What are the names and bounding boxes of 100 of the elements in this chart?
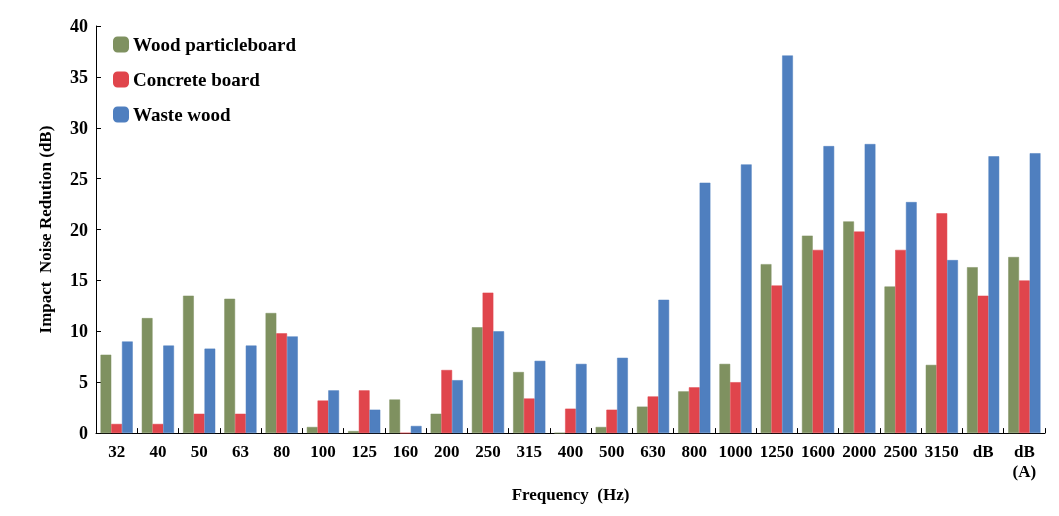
bar (843, 221, 854, 434)
x-tick-label: 800 (681, 441, 708, 461)
bar (925, 364, 937, 434)
bar (1019, 280, 1030, 434)
bar (111, 423, 122, 434)
bar (884, 286, 896, 434)
x-tick-label: 500 (599, 441, 625, 461)
bar (895, 249, 906, 434)
x-axis-title: Frequency (Hz) (511, 485, 630, 504)
y-tick-label: 10 (70, 321, 88, 342)
x-tick-label: 100 (310, 441, 336, 461)
bar (482, 292, 494, 434)
bar (575, 363, 587, 434)
bar (163, 345, 174, 434)
bar (823, 146, 835, 434)
bar (523, 398, 535, 434)
bar (441, 370, 453, 434)
y-axis-title: Impact Noise Redution (dB) (36, 125, 55, 334)
bar (699, 182, 711, 434)
legend-label: Wood particleboard (133, 34, 297, 55)
y-tick-label: 40 (70, 16, 88, 36)
x-tick-label: 40 (149, 441, 167, 461)
bar (595, 426, 607, 434)
y-tick-label: 25 (70, 168, 88, 189)
bar (905, 202, 917, 434)
x-tick-label: dB (972, 441, 994, 461)
x-tick-label: 3150 (924, 441, 959, 461)
bar (224, 298, 236, 434)
y-tick-label: 5 (79, 372, 88, 393)
x-tick-label: 1600 (801, 441, 836, 461)
legend-label: Waste wood (133, 104, 232, 125)
bar (853, 231, 865, 434)
bar (306, 426, 318, 434)
bar (617, 357, 628, 434)
x-tick-label: 200 (433, 441, 460, 461)
bar (389, 399, 401, 434)
bar (719, 363, 731, 434)
bar (317, 400, 329, 434)
y-tick-label: 35 (70, 66, 88, 87)
bar (812, 249, 824, 434)
bar (760, 264, 772, 434)
x-tick-label: 400 (557, 441, 584, 461)
bar (265, 313, 277, 434)
bar (534, 360, 546, 434)
x-tick-label: 32 (108, 441, 126, 461)
bar (801, 235, 813, 434)
bar (245, 345, 257, 434)
y-tick-label: 30 (70, 117, 88, 138)
x-tick-label: 1000 (718, 441, 753, 461)
bar (121, 341, 133, 434)
x-tick-label: 630 (640, 441, 666, 461)
bar (740, 164, 752, 434)
legend-label: Concrete board (133, 69, 261, 90)
x-tick-label: 2500 (883, 441, 918, 461)
bar (276, 333, 288, 434)
bar (977, 295, 989, 434)
x-tick-label: 315 (516, 441, 542, 461)
bar (864, 144, 876, 434)
bar (152, 423, 164, 434)
bar (493, 331, 505, 434)
x-tick-label: 160 (392, 441, 419, 461)
bar (936, 213, 948, 434)
y-tick-label: 20 (70, 219, 88, 240)
bar (100, 354, 112, 434)
bar (358, 390, 370, 434)
bar (730, 382, 741, 434)
bar (1008, 257, 1020, 434)
bar (967, 267, 978, 434)
x-tick-label: 80 (273, 441, 291, 461)
bar (430, 413, 442, 434)
bar (647, 396, 659, 434)
bar (1029, 153, 1041, 434)
bar (204, 348, 216, 434)
bar (513, 372, 524, 434)
bar (947, 260, 958, 434)
bar (782, 55, 793, 434)
bar (410, 425, 422, 434)
bar (183, 295, 194, 434)
x-tick-label: 1250 (759, 441, 794, 461)
bar (328, 390, 340, 434)
bar (678, 391, 689, 434)
bar (606, 409, 618, 434)
bar (369, 409, 381, 434)
x-tick-label: 63 (231, 441, 249, 461)
bar (471, 327, 483, 434)
x-tick-label: 125 (351, 441, 377, 461)
bar (452, 380, 463, 434)
bar (565, 408, 576, 434)
bar (141, 318, 153, 434)
bar (688, 387, 700, 434)
bar (193, 413, 205, 434)
y-tick-label: 0 (79, 423, 88, 444)
bar (636, 406, 648, 434)
bar (658, 299, 670, 434)
y-tick-label: 15 (70, 270, 88, 291)
bar (235, 413, 246, 434)
x-tick-label: 250 (475, 441, 501, 461)
x-tick-label: dB (A) (1012, 441, 1037, 481)
x-tick-label: 50 (190, 441, 208, 461)
bar (771, 285, 783, 434)
